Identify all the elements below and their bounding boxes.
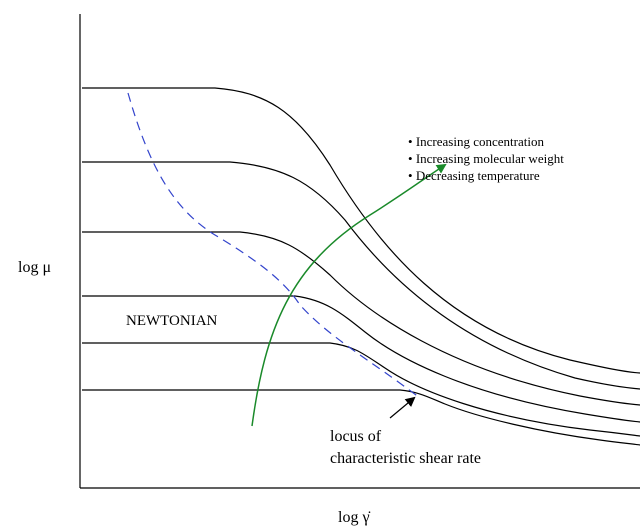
viscosity-curve-6 [82,389,640,446]
viscosity-curve-4 [82,295,640,423]
viscosity-curve-2 [82,161,640,390]
locus-pointer-arrow [389,396,416,419]
locus-dashed-line [127,92,421,399]
locus-label-line: locus of [330,428,382,445]
locus-label-line: characteristic shear rate [330,450,482,467]
trend-effect-item: Increasing concentration [408,133,564,150]
trend-effects-list: Increasing concentration Increasing mole… [408,133,564,184]
viscosity-curve-1 [82,87,640,374]
x-axis-label: log γ̇ [338,509,370,526]
viscosity-curve-3 [82,231,640,406]
y-axis-label: log μ [18,259,52,276]
locus-label: locus of characteristic shear rate [330,426,481,470]
newtonian-region-label: NEWTONIAN [126,313,218,329]
trend-effect-item: Increasing molecular weight [408,150,564,167]
trend-effect-item: Decreasing temperature [408,167,564,184]
viscosity-curve-5 [82,342,640,437]
